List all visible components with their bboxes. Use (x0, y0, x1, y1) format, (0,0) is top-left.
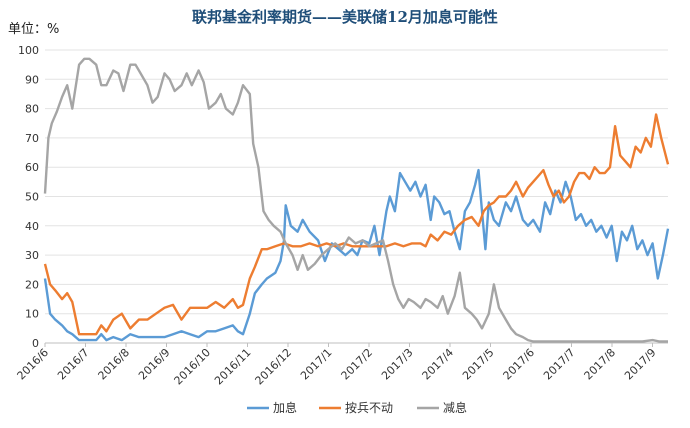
x-tick-label: 2016/10 (172, 346, 214, 388)
x-tick-label: 2016/11 (212, 346, 254, 388)
y-tick-label: 90 (25, 73, 39, 86)
legend-label: 减息 (443, 400, 467, 415)
y-tick-label: 30 (25, 249, 39, 262)
x-tick-label: 2017/2 (339, 346, 376, 383)
legend-label: 按兵不动 (345, 401, 393, 415)
x-tick-label: 2017/3 (379, 346, 416, 383)
y-tick-label: 50 (25, 191, 39, 204)
x-tick-label: 2016/8 (96, 346, 133, 383)
y-tick-label: 60 (25, 161, 39, 174)
x-tick-label: 2016/7 (55, 346, 92, 383)
chart-title: 联邦基金利率期货——美联储12月加息可能性 (192, 8, 498, 26)
series-line-加息 (43, 168, 670, 342)
unit-label: 单位：% (8, 22, 59, 37)
x-tick-label: 2017/1 (298, 346, 335, 383)
y-axis-ticks: 0 10 20 30 40 50 60 70 80 90 100 (18, 44, 39, 350)
y-tick-label: 40 (25, 220, 39, 233)
y-tick-label: 100 (18, 44, 39, 57)
x-tick-label: 2016/6 (15, 346, 52, 383)
x-tick-label: 2017/7 (541, 346, 578, 383)
x-tick-label: 2017/8 (582, 346, 619, 383)
series-lines (43, 57, 670, 343)
legend: 加息 按兵不动 减息 (247, 400, 467, 415)
x-tick-label: 2017/9 (622, 346, 659, 383)
x-tick-label: 2016/12 (253, 346, 295, 388)
y-tick-label: 70 (25, 132, 39, 145)
gridlines (45, 49, 668, 344)
y-tick-label: 0 (32, 337, 39, 350)
y-tick-label: 20 (25, 278, 39, 291)
x-tick-label: 2017/6 (501, 346, 538, 383)
x-tick-label: 2017/5 (460, 346, 497, 383)
y-tick-label: 10 (25, 308, 39, 321)
x-tick-label: 2017/4 (420, 346, 457, 383)
y-tick-label: 80 (25, 103, 39, 116)
x-axis-ticks: 2016/6 2016/7 2016/8 2016/92016/102016/1120… (15, 343, 659, 387)
series-line-减息 (43, 57, 668, 343)
legend-label: 加息 (273, 400, 297, 415)
x-tick-label: 2016/9 (136, 346, 173, 383)
series-line-按兵不动 (43, 113, 670, 336)
